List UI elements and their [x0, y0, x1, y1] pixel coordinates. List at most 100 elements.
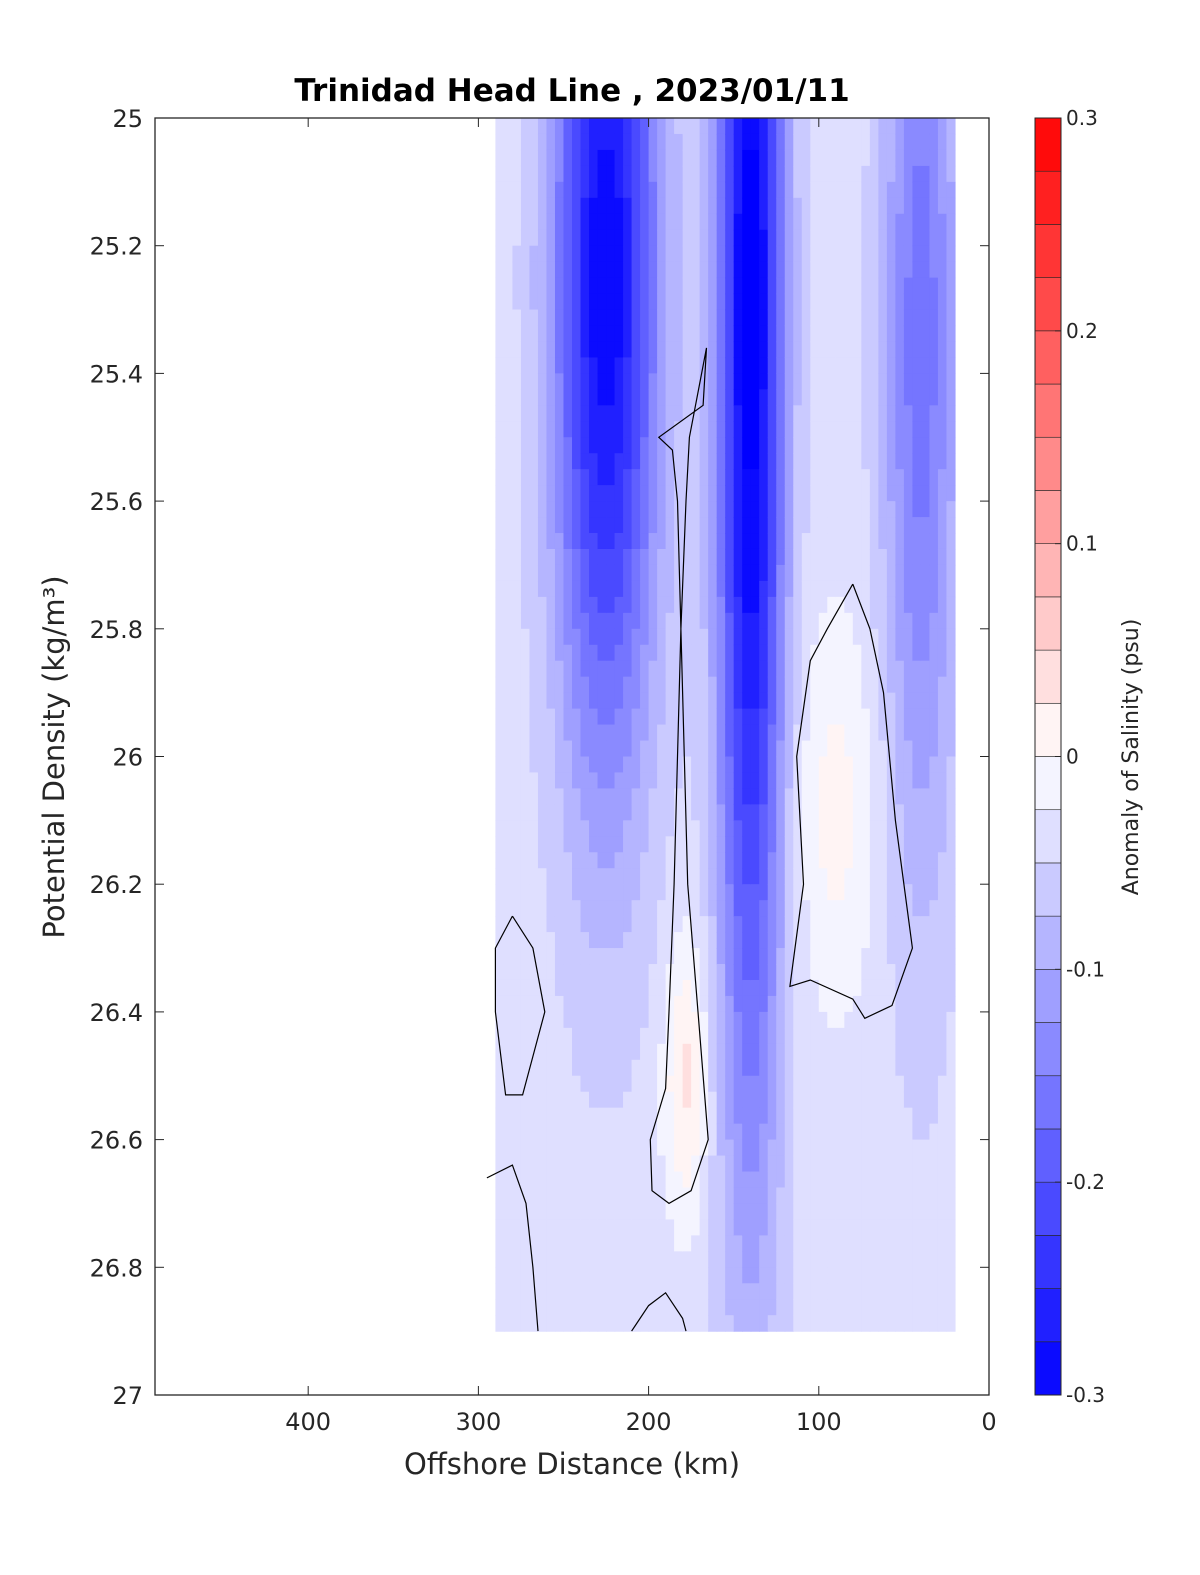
heatmap-cell [869, 788, 879, 805]
heatmap-cell [520, 1155, 531, 1173]
heatmap-cell [512, 900, 522, 917]
heatmap-cell [742, 1059, 752, 1077]
heatmap-cell [708, 820, 718, 837]
heatmap-cell [648, 1299, 658, 1316]
heatmap-cell [776, 868, 786, 885]
heatmap-cell [682, 1187, 692, 1205]
heatmap-cell [750, 309, 760, 327]
heatmap-cell [827, 533, 837, 550]
heatmap-cell [691, 948, 701, 965]
heatmap-cell [589, 1043, 599, 1061]
heatmap-cell [750, 932, 760, 949]
heatmap-cell [818, 517, 828, 534]
heatmap-cell [589, 852, 599, 869]
heatmap-cell [563, 1315, 573, 1332]
heatmap-cell [835, 501, 845, 518]
colorbar-level [1034, 1128, 1062, 1183]
heatmap-cell [725, 149, 735, 167]
heatmap-cell [631, 1267, 641, 1284]
heatmap-cell [869, 277, 879, 295]
heatmap-cell [733, 756, 743, 774]
heatmap-cell [844, 405, 854, 422]
heatmap-cell [503, 788, 514, 805]
heatmap-cell [503, 1171, 514, 1189]
heatmap-cell [920, 979, 931, 997]
heatmap-cell [852, 676, 862, 694]
heatmap-cell [818, 1123, 828, 1141]
heatmap-cell [886, 580, 896, 598]
heatmap-cell [759, 245, 769, 263]
heatmap-cell [640, 1171, 650, 1189]
heatmap-cell [503, 213, 514, 231]
heatmap-cell [640, 533, 650, 550]
heatmap-cell [665, 564, 675, 582]
heatmap-cell [572, 1059, 582, 1077]
heatmap-cell [580, 1203, 590, 1221]
heatmap-cell [657, 357, 667, 374]
heatmap-cell [878, 1299, 888, 1316]
heatmap-cell [793, 405, 803, 422]
heatmap-cell [665, 165, 675, 183]
heatmap-cell [563, 979, 573, 997]
heatmap-cell [946, 1155, 956, 1173]
heatmap-cell [818, 804, 828, 821]
heatmap-cell [742, 740, 752, 758]
heatmap-cell [750, 133, 760, 151]
heatmap-cell [903, 1299, 914, 1316]
heatmap-cell [767, 485, 777, 502]
heatmap-cell [903, 1027, 914, 1045]
heatmap-cell [597, 804, 607, 821]
heatmap-cell [767, 900, 777, 917]
heatmap-cell [572, 1123, 582, 1141]
colorbar-level [1034, 1075, 1062, 1130]
heatmap-cell [648, 453, 658, 470]
heatmap-cell [733, 133, 743, 151]
heatmap-cell [606, 948, 616, 965]
heatmap-cell [878, 1139, 888, 1157]
heatmap-cell [801, 1251, 811, 1268]
heatmap-cell [733, 868, 743, 885]
heatmap-cell [759, 868, 769, 885]
heatmap-cell [827, 820, 837, 837]
heatmap-cell [793, 453, 803, 470]
heatmap-cell [725, 1315, 735, 1332]
heatmap-cell [716, 979, 726, 997]
heatmap-cell [742, 437, 752, 454]
heatmap-cell [606, 1059, 616, 1077]
heatmap-cell [597, 820, 607, 837]
heatmap-cell [623, 1235, 633, 1252]
heatmap-cell [512, 1059, 522, 1077]
heatmap-cell [759, 133, 769, 151]
heatmap-cell [580, 916, 590, 933]
heatmap-cell [725, 836, 735, 853]
heatmap-cell [529, 548, 539, 566]
colorbar-level [1034, 117, 1062, 172]
heatmap-cell [520, 261, 531, 279]
heatmap-cell [937, 1283, 948, 1300]
heatmap-cell [682, 1267, 692, 1284]
heatmap-cell [903, 357, 914, 374]
heatmap-cell [657, 485, 667, 502]
heatmap-cell [597, 692, 607, 710]
heatmap-cell [708, 1315, 718, 1332]
heatmap-cell [699, 852, 709, 869]
heatmap-cell [546, 357, 556, 374]
heatmap-cell [733, 1251, 743, 1268]
heatmap-cell [852, 1171, 862, 1189]
heatmap-cell [869, 165, 879, 183]
heatmap-cell [648, 772, 658, 790]
heatmap-cell [920, 1043, 931, 1061]
heatmap-cell [869, 1283, 879, 1300]
heatmap-cell [716, 165, 726, 183]
heatmap-cell [912, 309, 922, 327]
heatmap-cell [520, 1187, 531, 1205]
heatmap-cell [937, 692, 948, 710]
heatmap-cell [784, 1043, 794, 1061]
heatmap-cell [716, 118, 726, 135]
heatmap-cell [495, 836, 505, 853]
heatmap-cell [503, 692, 514, 710]
heatmap-cell [810, 724, 820, 742]
heatmap-cell [784, 1027, 794, 1045]
heatmap-cell [614, 197, 624, 215]
heatmap-cell [716, 900, 726, 917]
